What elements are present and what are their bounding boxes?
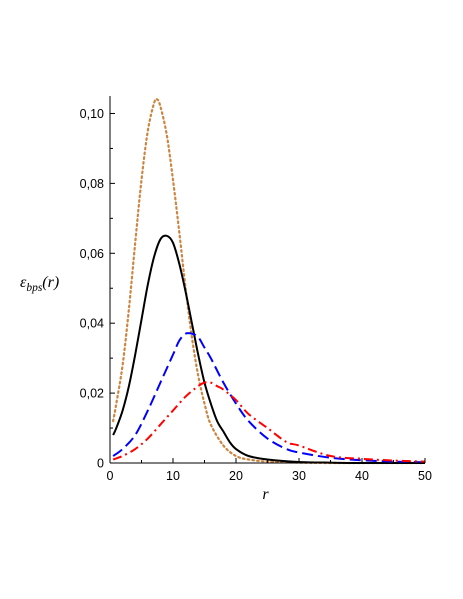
y-tick-label: 0,08 [80,177,104,191]
y-tick-label: 0 [97,457,104,471]
y-tick-label: 0,06 [80,247,104,261]
x-tick-label: 10 [166,469,180,483]
y-axis-label-sub: bps [26,282,43,294]
y-tick-label: 0,04 [80,317,104,331]
series-line-dotted [112,97,427,465]
x-tick-label: 0 [107,469,114,483]
axes [109,96,425,464]
ticks-layer: 0 10 20 30 40 50 0 0,02 0,04 0,06 0,08 0,10 [80,107,432,483]
series-line-dashed [112,332,426,464]
x-tick-label: 40 [355,469,369,483]
series-layer [112,97,427,465]
x-tick-label: 50 [418,469,432,483]
y-axis-label-arg: (r) [42,274,59,291]
y-tick-label: 0,02 [80,387,104,401]
x-tick-label: 30 [292,469,306,483]
x-axis-label: r [262,486,269,503]
y-tick-label: 0,10 [80,107,104,121]
x-tick-label: 20 [229,469,243,483]
y-axis-label-base: ε [20,274,27,291]
series-line-solid [112,234,426,465]
series-line-dashdot [112,381,426,463]
y-axis-label: εbps(r) [20,274,59,294]
